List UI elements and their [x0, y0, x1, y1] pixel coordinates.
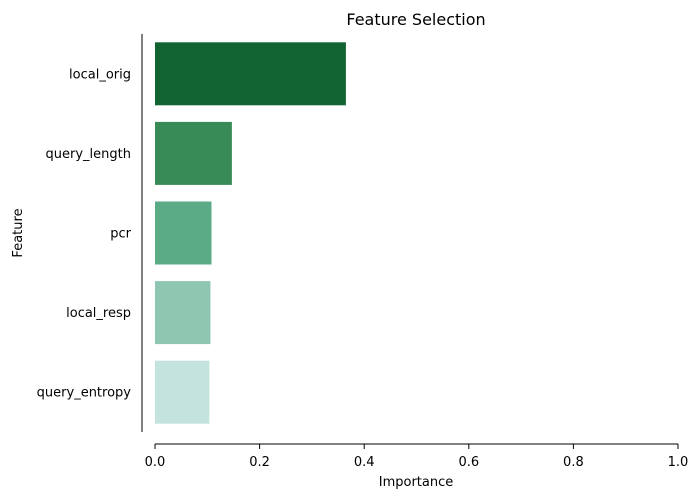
y-tick-label: local_orig: [69, 67, 131, 82]
bar-local-resp: [155, 281, 211, 345]
y-tick-label: pcr: [110, 227, 131, 242]
bar-local-orig: [155, 42, 346, 106]
x-axis-ticks: 0.0 0.2 0.4 0.6 0.8 1.0: [145, 444, 689, 470]
y-tick-label: local_resp: [66, 306, 131, 321]
bar-query-entropy: [155, 360, 210, 424]
y-tick-label: query_entropy: [37, 386, 132, 401]
bar-pcr: [155, 201, 212, 265]
x-tick-label: 0.6: [458, 455, 479, 470]
bar-query-length: [155, 121, 232, 185]
x-tick-label: 0.8: [563, 455, 584, 470]
x-tick-label: 0.4: [354, 455, 375, 470]
y-axis-label: Feature: [11, 208, 26, 257]
chart-title: Feature Selection: [346, 10, 485, 29]
x-axis-label: Importance: [379, 475, 454, 490]
y-tick-label: query_length: [46, 147, 131, 162]
bars-layer: [155, 42, 346, 424]
x-tick-label: 0.0: [145, 455, 166, 470]
x-tick-label: 1.0: [668, 455, 689, 470]
x-tick-label: 0.2: [249, 455, 270, 470]
